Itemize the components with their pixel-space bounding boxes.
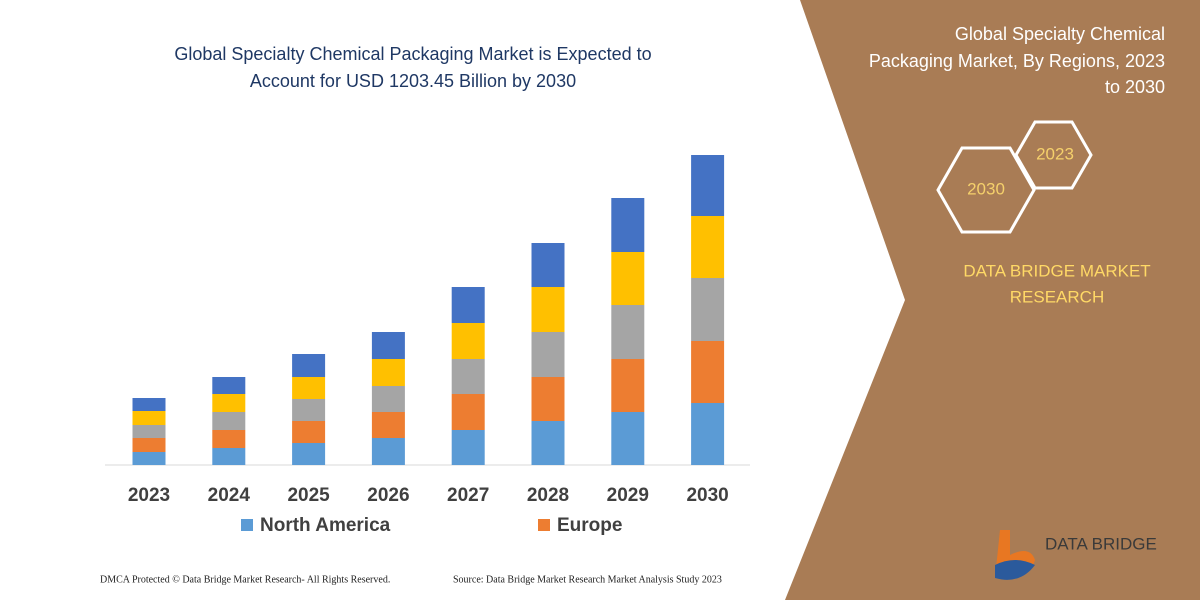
- chart-title: Account for USD 1203.45 Billion by 2030: [250, 71, 576, 91]
- legend-label: Europe: [557, 515, 622, 536]
- legend-swatch: [241, 519, 253, 531]
- x-tick-label: 2025: [287, 485, 330, 506]
- x-tick-label: 2024: [208, 485, 251, 506]
- hexagon: [936, 146, 1036, 234]
- bar-segment: [132, 425, 166, 438]
- bar-segment: [212, 430, 246, 448]
- bar-segment: [531, 287, 565, 332]
- x-tick-label: 2027: [447, 485, 489, 506]
- bar-segment: [691, 155, 725, 216]
- bar-segment: [451, 394, 485, 430]
- bar-segment: [212, 377, 246, 394]
- footer-text: DMCA Protected © Data Bridge Market Rese…: [100, 574, 390, 585]
- legend-label: North America: [260, 515, 391, 536]
- legend-swatch: [538, 519, 550, 531]
- bar-segment: [531, 377, 565, 421]
- bar-segment: [292, 399, 326, 421]
- bar-segment: [531, 421, 565, 465]
- x-tick-label: 2029: [607, 485, 649, 506]
- hex-label: 2023: [1036, 144, 1074, 163]
- bar-segment: [451, 323, 485, 359]
- bar-segment: [371, 359, 405, 386]
- bar-segment: [371, 438, 405, 465]
- bar-segment: [292, 443, 326, 465]
- bar-segment: [451, 359, 485, 394]
- bar-segment: [212, 394, 246, 412]
- bar-segment: [371, 412, 405, 438]
- bar-segment: [611, 359, 645, 412]
- bar-segment: [292, 354, 326, 377]
- bar-segment: [531, 243, 565, 287]
- x-tick-label: 2028: [527, 485, 569, 506]
- x-tick-label: 2026: [367, 485, 409, 506]
- footer-text: Source: Data Bridge Market Research Mark…: [453, 574, 722, 585]
- bar-segment: [371, 332, 405, 359]
- bar-segment: [691, 278, 725, 341]
- hexagon: [1014, 120, 1093, 190]
- chart-title: Global Specialty Chemical Packaging Mark…: [174, 44, 651, 64]
- bar-segment: [691, 216, 725, 278]
- bar-segment: [132, 452, 166, 465]
- bar-segment: [611, 305, 645, 359]
- bar-segment: [212, 448, 246, 465]
- brand-text: DATA BRIDGE MARKET: [963, 261, 1150, 280]
- bar-segment: [611, 198, 645, 252]
- bar-segment: [531, 332, 565, 377]
- bar-segment: [292, 377, 326, 399]
- bar-segment: [691, 341, 725, 403]
- hex-label: 2030: [967, 179, 1005, 198]
- brand-text: RESEARCH: [1010, 287, 1104, 306]
- bar-segment: [451, 287, 485, 323]
- panel-title: to 2030: [1105, 77, 1165, 97]
- bar-segment: [371, 386, 405, 412]
- bar-segment: [451, 430, 485, 465]
- bar-segment: [611, 252, 645, 305]
- x-tick-label: 2023: [128, 485, 170, 506]
- panel-title: Packaging Market, By Regions, 2023: [869, 51, 1165, 71]
- panel-title: Global Specialty Chemical: [955, 24, 1165, 44]
- bar-segment: [611, 412, 645, 465]
- logo-icon: [995, 560, 1035, 580]
- x-tick-label: 2030: [686, 485, 728, 506]
- side-panel: [785, 0, 1200, 600]
- bar-segment: [212, 412, 246, 430]
- bar-segment: [132, 411, 166, 425]
- bar-segment: [132, 438, 166, 452]
- bar-segment: [292, 421, 326, 443]
- logo-text: DATA BRIDGE: [1045, 534, 1157, 553]
- bar-segment: [691, 403, 725, 465]
- bar-segment: [132, 398, 166, 411]
